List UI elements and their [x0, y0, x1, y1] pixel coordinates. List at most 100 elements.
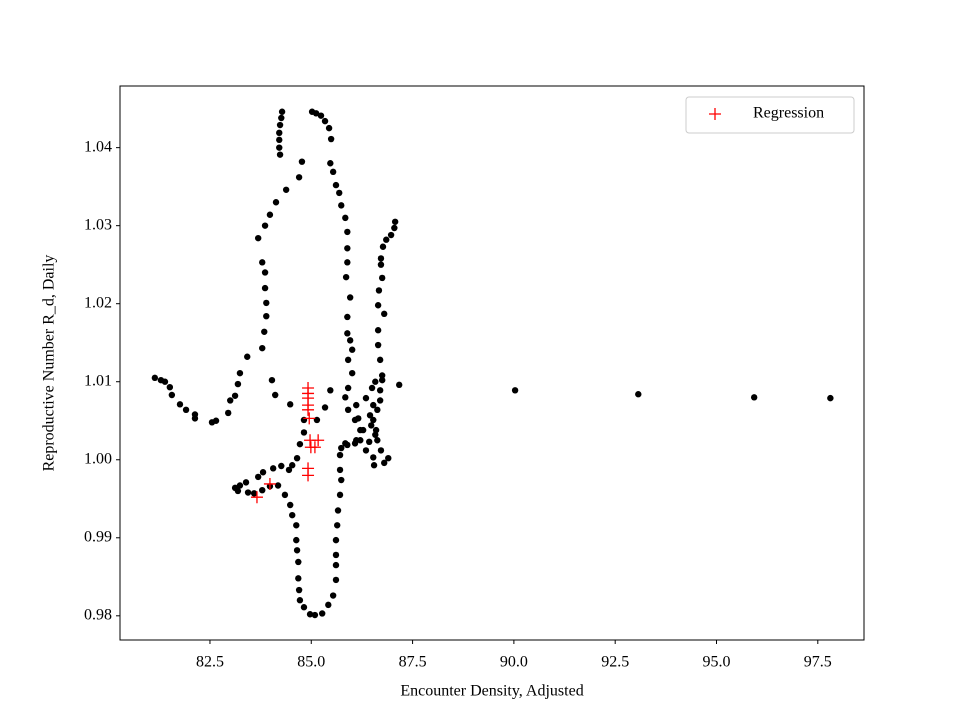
point [242, 479, 250, 486]
point [362, 447, 370, 454]
x-tick-label: 82.5 [196, 654, 224, 671]
point [276, 144, 283, 151]
point [342, 273, 350, 281]
point [325, 124, 333, 132]
point [342, 214, 349, 222]
point [289, 511, 296, 519]
point [338, 202, 345, 209]
point [334, 507, 342, 514]
legend-marker [709, 108, 721, 120]
point [332, 536, 340, 544]
point [381, 310, 388, 318]
point [274, 482, 282, 489]
point [282, 186, 290, 193]
plot-frame [119, 85, 865, 641]
point [362, 394, 370, 402]
point [254, 473, 262, 481]
point [344, 330, 351, 337]
point [312, 110, 320, 117]
point [182, 406, 190, 414]
y-tick-label: 1.00 [84, 450, 112, 467]
point [374, 406, 381, 414]
point [261, 269, 269, 276]
point [368, 384, 376, 392]
point [346, 337, 354, 344]
plus-marker [302, 403, 315, 416]
point [298, 158, 306, 165]
point [332, 181, 340, 189]
point [344, 406, 352, 414]
point [635, 391, 642, 398]
point [366, 412, 374, 419]
point [370, 416, 377, 424]
point [300, 429, 308, 436]
point [244, 489, 252, 496]
plot-marks [151, 108, 834, 619]
point [378, 274, 386, 282]
point [327, 387, 334, 394]
point [296, 440, 304, 448]
point [263, 299, 270, 307]
y-tick-label: 1.03 [84, 216, 112, 233]
point [372, 426, 380, 434]
point [191, 415, 199, 422]
point [344, 313, 351, 321]
point [378, 376, 386, 384]
y-tick-label: 1.02 [84, 294, 112, 311]
point [332, 576, 340, 584]
point [259, 486, 266, 494]
y-tick-label: 1.01 [84, 372, 112, 389]
point [295, 586, 303, 594]
x-tick-label: 95.0 [702, 654, 730, 671]
point [374, 302, 382, 309]
point [377, 261, 385, 268]
point [344, 228, 351, 236]
point [272, 391, 279, 399]
plus-marker [263, 477, 276, 490]
x-tick-label: 92.5 [601, 654, 629, 671]
point [254, 234, 262, 242]
point [368, 422, 375, 429]
point [321, 117, 329, 125]
point [227, 397, 234, 404]
point [236, 369, 244, 377]
point [300, 604, 308, 611]
point [276, 151, 284, 158]
point [375, 287, 383, 294]
point [313, 416, 321, 424]
legend-box [685, 96, 855, 134]
point [334, 522, 341, 529]
point [212, 417, 220, 424]
point [374, 341, 382, 349]
point [379, 243, 387, 250]
point [268, 376, 276, 384]
point [296, 597, 304, 604]
point [348, 369, 356, 377]
point [286, 401, 294, 408]
point [381, 459, 388, 467]
y-tick-label: 1.04 [84, 138, 112, 155]
point [385, 454, 392, 462]
point [276, 136, 283, 144]
x-tick-label: 90.0 [500, 654, 528, 671]
point [344, 384, 352, 392]
point [359, 426, 367, 434]
y-axis-label: Reproductive Number R_d, Daily [41, 255, 58, 472]
point [306, 611, 314, 618]
x-tick-label: 87.5 [399, 654, 427, 671]
point [263, 312, 270, 320]
point [329, 168, 337, 176]
x-tick-label: 85.0 [297, 654, 325, 671]
point [366, 438, 373, 446]
point [231, 484, 239, 492]
point [293, 547, 301, 554]
point [317, 112, 325, 119]
point [321, 404, 329, 411]
point [377, 447, 385, 454]
point [344, 356, 352, 364]
point [261, 284, 269, 292]
point [176, 401, 184, 408]
point [236, 482, 244, 489]
point [231, 392, 239, 399]
point [295, 558, 302, 566]
